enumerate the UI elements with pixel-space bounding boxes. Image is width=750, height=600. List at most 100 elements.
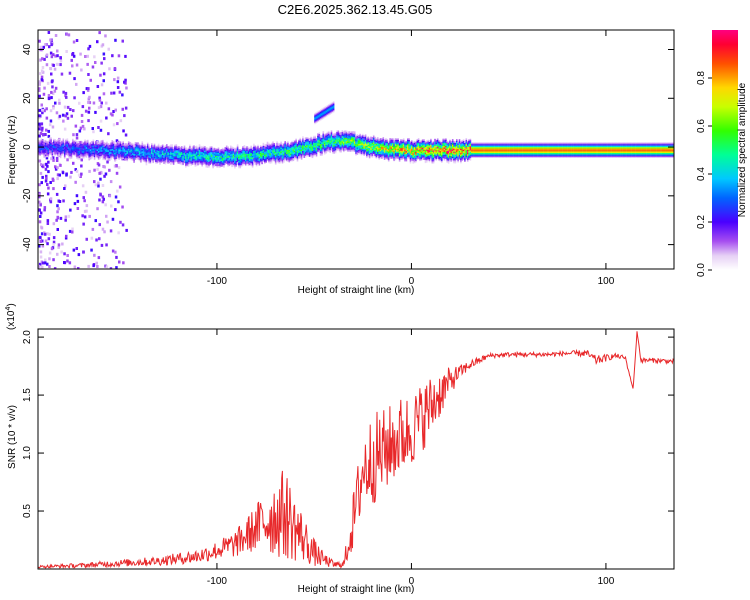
heatmap-cell bbox=[185, 152, 187, 155]
heatmap-cell bbox=[377, 144, 379, 147]
heatmap-cell bbox=[389, 147, 391, 149]
heatmap-cell bbox=[103, 148, 105, 150]
heatmap-cell bbox=[427, 139, 429, 142]
heatmap-cell bbox=[506, 150, 508, 152]
heatmap-cell bbox=[393, 152, 395, 154]
heatmap-cell bbox=[511, 147, 514, 149]
heatmap-cell bbox=[303, 147, 306, 150]
heatmap-cell bbox=[315, 145, 318, 147]
heatmap-cell bbox=[265, 152, 267, 155]
heatmap-cell bbox=[228, 152, 231, 155]
heatmap-cell bbox=[200, 154, 202, 157]
heatmap-cell bbox=[148, 150, 150, 152]
heatmap-cell bbox=[47, 146, 50, 149]
heatmap-speckle bbox=[41, 265, 44, 269]
heatmap-cell bbox=[359, 139, 361, 142]
heatmap-cell bbox=[58, 152, 60, 154]
heatmap-cell bbox=[308, 139, 311, 141]
heatmap-cell bbox=[375, 143, 378, 146]
heatmap-cell bbox=[285, 145, 288, 147]
heatmap-cell bbox=[274, 153, 277, 155]
heatmap-cell bbox=[106, 156, 108, 158]
heatmap-cell bbox=[294, 142, 296, 144]
heatmap-cell bbox=[461, 159, 463, 161]
heatmap-cell bbox=[230, 157, 232, 159]
heatmap-cell bbox=[284, 146, 286, 149]
heatmap-cell bbox=[121, 148, 123, 151]
heatmap-cell bbox=[254, 154, 257, 156]
heatmap-cell bbox=[88, 150, 90, 152]
heatmap-cell bbox=[40, 153, 43, 155]
heatmap-cell bbox=[48, 152, 51, 154]
heatmap-cell bbox=[382, 148, 385, 151]
heatmap-cell bbox=[476, 144, 478, 146]
heatmap-cell bbox=[148, 156, 150, 158]
heatmap-cell bbox=[498, 142, 500, 145]
heatmap-cell bbox=[326, 131, 329, 134]
heatmap-cell bbox=[50, 150, 52, 152]
heatmap-cell bbox=[435, 153, 438, 155]
heatmap-cell bbox=[240, 148, 243, 151]
heatmap-speckle bbox=[102, 52, 106, 56]
heatmap-cell bbox=[333, 140, 335, 143]
heatmap-cell bbox=[450, 150, 453, 152]
heatmap-cell bbox=[485, 155, 488, 158]
heatmap-cell bbox=[102, 139, 104, 142]
heatmap-cell bbox=[381, 145, 383, 148]
heatmap-cell bbox=[390, 148, 393, 151]
heatmap-cell bbox=[87, 141, 89, 143]
heatmap-cell bbox=[357, 136, 360, 139]
heatmap-cell bbox=[264, 156, 266, 158]
heatmap-cell bbox=[269, 147, 271, 149]
heatmap-cell bbox=[164, 152, 167, 155]
heatmap-cell bbox=[284, 155, 286, 158]
heatmap-cell bbox=[111, 147, 114, 150]
heatmap-cell bbox=[348, 144, 350, 146]
heatmap-cell bbox=[142, 145, 145, 147]
heatmap-cell bbox=[242, 147, 244, 150]
heatmap-cell bbox=[160, 149, 163, 152]
heatmap-cell bbox=[224, 158, 227, 161]
heatmap-cell bbox=[392, 147, 394, 149]
heatmap-cell bbox=[353, 141, 356, 144]
heatmap-cell bbox=[461, 155, 463, 157]
heatmap-cell bbox=[411, 147, 413, 150]
heatmap-cell bbox=[374, 152, 376, 155]
heatmap-cell bbox=[277, 157, 280, 159]
heatmap-cell bbox=[390, 150, 393, 152]
heatmap-speckle bbox=[75, 169, 79, 173]
heatmap-cell bbox=[310, 147, 312, 149]
heatmap-cell bbox=[268, 147, 270, 149]
heatmap-speckle bbox=[124, 133, 128, 137]
heatmap-cell bbox=[171, 150, 173, 152]
heatmap-cell bbox=[284, 152, 286, 155]
heatmap-cell bbox=[421, 155, 424, 157]
heatmap-cell bbox=[495, 145, 498, 148]
heatmap-cell bbox=[344, 137, 346, 140]
heatmap-cell bbox=[74, 153, 77, 156]
heatmap-cell bbox=[210, 152, 213, 154]
heatmap-cell bbox=[367, 137, 370, 139]
heatmap-cell bbox=[383, 151, 386, 153]
heatmap-cell bbox=[323, 135, 326, 137]
heatmap-cell bbox=[159, 161, 161, 164]
heatmap-cell bbox=[510, 151, 512, 153]
heatmap-cell bbox=[461, 158, 463, 160]
heatmap-cell bbox=[302, 152, 304, 154]
heatmap-cell bbox=[178, 146, 180, 148]
heatmap-cell bbox=[386, 156, 389, 158]
heatmap-cell bbox=[272, 153, 274, 155]
heatmap-cell bbox=[378, 139, 380, 141]
heatmap-cell bbox=[382, 141, 385, 144]
heatmap-cell bbox=[412, 150, 414, 152]
heatmap-cell bbox=[291, 155, 293, 157]
heatmap-cell bbox=[72, 141, 74, 144]
heatmap-cell bbox=[505, 152, 507, 155]
heatmap-cell bbox=[92, 142, 95, 144]
heatmap-cell bbox=[367, 143, 370, 145]
heatmap-cell bbox=[234, 156, 236, 159]
heatmap-cell bbox=[202, 159, 205, 161]
heatmap-cell bbox=[130, 152, 133, 155]
heatmap-cell bbox=[511, 145, 514, 148]
heatmap-cell bbox=[370, 145, 372, 147]
